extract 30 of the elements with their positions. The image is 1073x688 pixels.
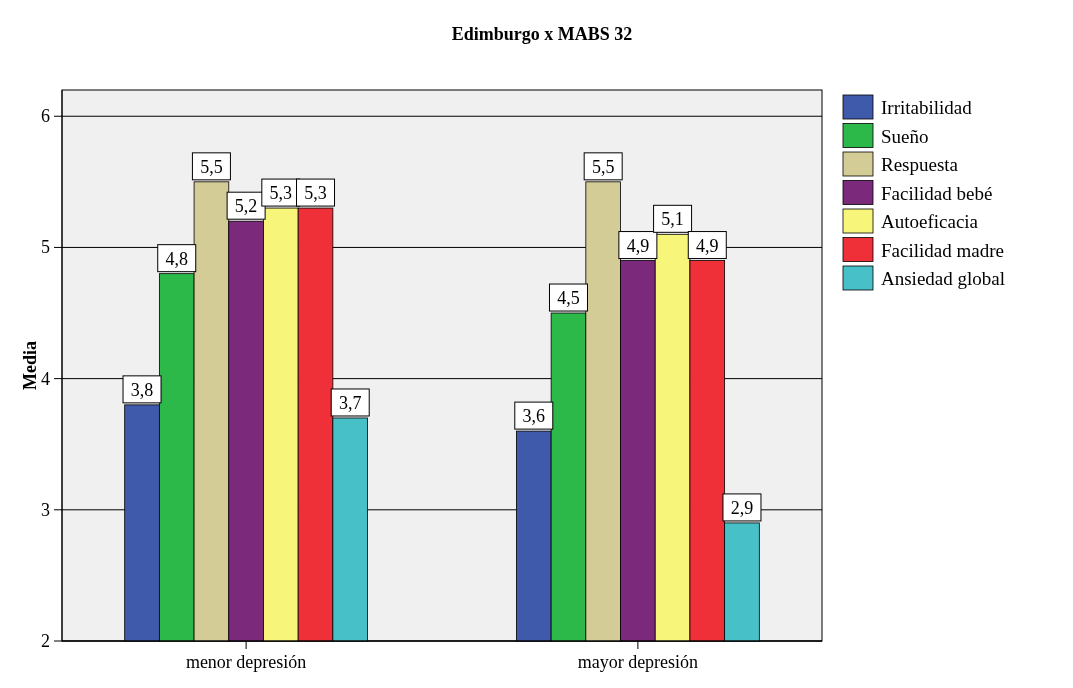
- legend-label: Ansiedad global: [881, 268, 1006, 289]
- y-tick-label: 6: [41, 106, 50, 127]
- legend-label: Facilidad madre: [881, 239, 1004, 261]
- data-label: 5,2: [234, 196, 258, 217]
- x-tick-label: menor depresión: [185, 652, 307, 672]
- y-axis-title: Media: [20, 341, 40, 390]
- data-label: 3,7: [338, 392, 362, 413]
- legend-label: Irritabilidad: [881, 97, 973, 118]
- legend-label: Autoeficacia: [881, 211, 979, 232]
- legend-label: Respuesta: [881, 154, 959, 175]
- data-label: 4,9: [696, 235, 719, 256]
- y-tick-label: 5: [41, 237, 50, 258]
- y-tick-label: 2: [41, 631, 50, 651]
- data-label: 5,3: [269, 183, 293, 204]
- legend-label: Sueño: [881, 125, 929, 147]
- data-label: 5,3: [304, 183, 327, 204]
- data-label: 4,8: [165, 248, 188, 269]
- y-tick-label: 4: [41, 368, 50, 389]
- data-label: 3,6: [522, 406, 546, 427]
- data-label: 5,5: [200, 156, 223, 177]
- data-label: 3,8: [130, 379, 154, 400]
- chart-title: Edimburgo x MABS 32: [451, 24, 633, 44]
- y-tick-label: 3: [41, 499, 50, 520]
- data-label: 5,5: [591, 156, 615, 177]
- x-tick-label: mayor depresión: [577, 652, 699, 672]
- data-label: 4,5: [557, 288, 580, 309]
- legend-label: Facilidad bebé: [881, 182, 993, 204]
- data-label: 5,1: [661, 209, 684, 230]
- data-label: 4,9: [626, 235, 650, 256]
- data-label: 2,9: [730, 497, 754, 518]
